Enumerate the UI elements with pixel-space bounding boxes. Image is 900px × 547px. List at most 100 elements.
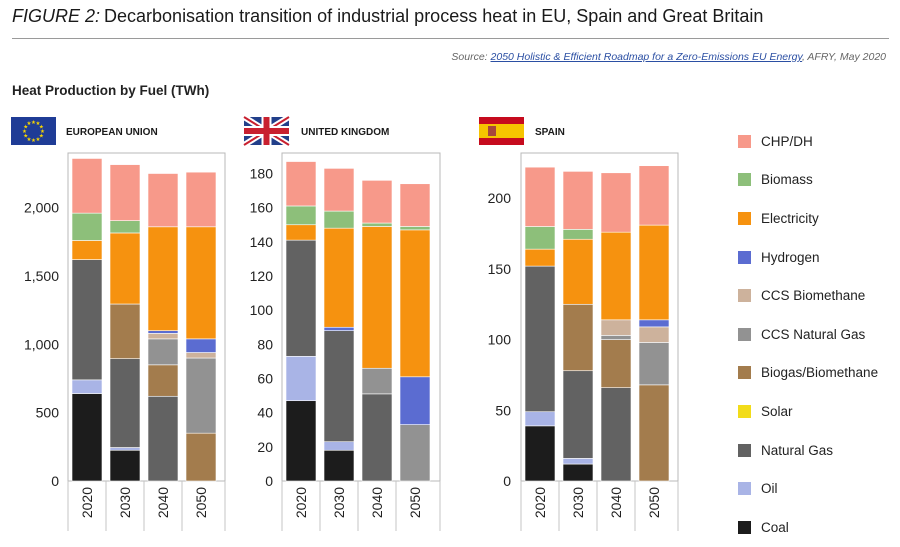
legend-label: Coal: [761, 519, 789, 535]
source-note: Source: 2050 Holistic & Efficient Roadma…: [451, 51, 886, 63]
legend-swatch: [738, 173, 751, 187]
figure-label: FIGURE 2:: [12, 6, 101, 26]
bar-segment-natural-gas: [361, 393, 393, 482]
bar-segment-oil: [285, 355, 317, 402]
x-tick-label: 2030: [117, 487, 133, 518]
bar-segment-chp-dh: [109, 164, 141, 221]
bar-2040: [147, 173, 179, 482]
y-tick-label: 1,000: [24, 336, 59, 352]
bar-segment-ccs-biomethane: [147, 333, 179, 340]
y-tick-label: 0: [51, 473, 59, 489]
bar-2040: [361, 180, 393, 482]
bar-segment-electricity: [562, 238, 594, 305]
bar-2030: [562, 171, 594, 482]
y-tick-label: 120: [250, 268, 274, 284]
legend-item-ccs-biomethane: CCS Biomethane: [738, 276, 898, 315]
x-tick-label: 2050: [646, 487, 662, 518]
legend-swatch: [738, 443, 751, 457]
bar-segment-chp-dh: [185, 171, 217, 228]
bar-segment-oil: [562, 458, 594, 465]
legend-label: Solar: [761, 403, 793, 419]
eu-flag-star: ★: [31, 119, 36, 126]
bar-segment-biogas-biomethane: [562, 303, 594, 372]
eu-flag-star: ★: [36, 136, 41, 143]
plot-frame: [281, 152, 441, 482]
source-link[interactable]: 2050 Holistic & Efficient Roadmap for a …: [490, 51, 802, 63]
y-tick-label: 200: [488, 190, 512, 206]
bar-segment-natural-gas: [562, 370, 594, 459]
bar-segment-biogas-biomethane: [638, 384, 670, 482]
bar-segment-natural-gas: [323, 330, 355, 443]
bar-segment-biogas-biomethane: [600, 339, 632, 388]
bar-segment-natural-gas: [109, 358, 141, 448]
legend-swatch: [738, 520, 751, 534]
bar-segment-hydrogen: [147, 330, 179, 334]
title-divider: [12, 38, 889, 39]
legend-swatch: [738, 327, 751, 341]
bar-segment-coal: [71, 393, 103, 482]
bar-segment-biomass: [71, 212, 103, 241]
bar-segment-coal: [109, 449, 141, 482]
bar-segment-biogas-biomethane: [185, 432, 217, 482]
bar-segment-chp-dh: [524, 166, 556, 227]
bar-segment-hydrogen: [399, 376, 431, 425]
bar-segment-ccs-biomethane: [638, 326, 670, 343]
legend-item-electricity: Electricity: [738, 199, 898, 238]
bar-segment-ccs-natural-gas: [185, 357, 217, 434]
es-flag-band: [479, 124, 524, 138]
bar-segment-electricity: [361, 226, 393, 369]
bar-segment-electricity: [109, 232, 141, 305]
legend-swatch: [738, 366, 751, 380]
bar-segment-chp-dh: [562, 171, 594, 230]
bar-segment-hydrogen: [323, 326, 355, 331]
legend-label: CCS Biomethane: [761, 288, 866, 304]
x-tick-label: 2050: [193, 487, 209, 518]
legend-item-ccs-natural-gas: CCS Natural Gas: [738, 315, 898, 354]
bar-segment-oil: [71, 379, 103, 394]
bar-segment-chp-dh: [600, 172, 632, 233]
panel-title: SPAIN: [535, 127, 565, 138]
bar-2050: [185, 171, 217, 482]
eu-flag-star: ★: [27, 120, 32, 127]
plot-frame: [520, 152, 679, 482]
bar-2050: [638, 165, 670, 482]
x-tick-label: 2030: [570, 487, 586, 518]
x-tick-label: 2050: [407, 487, 423, 518]
eu-flag-star: ★: [22, 128, 27, 135]
bar-segment-oil: [524, 411, 556, 427]
x-tick-label: 2020: [79, 487, 95, 518]
bar-segment-oil: [323, 441, 355, 451]
bar-segment-chp-dh: [638, 165, 670, 226]
bar-segment-electricity: [185, 226, 217, 340]
bar-segment-biomass: [285, 205, 317, 226]
bar-segment-biogas-biomethane: [147, 364, 179, 397]
legend-label: Hydrogen: [761, 249, 820, 265]
legend-item-solar: Solar: [738, 392, 898, 431]
y-tick-label: 160: [250, 200, 274, 216]
bar-segment-electricity: [524, 248, 556, 267]
y-tick-label: 20: [257, 439, 273, 455]
legend: CHP/DH Biomass Electricity Hydrogen CCS Biom…: [738, 122, 898, 547]
bar-segment-natural-gas: [285, 239, 317, 357]
bar-segment-coal: [524, 425, 556, 482]
bar-segment-coal: [562, 463, 594, 482]
x-tick-label: 2040: [608, 487, 624, 518]
legend-label: Biogas/Biomethane: [761, 365, 879, 381]
legend-swatch: [738, 289, 751, 303]
bar-segment-electricity: [399, 229, 431, 378]
bar-segment-electricity: [323, 227, 355, 328]
chart-panel-spain: SPAIN 0 50 100 150 200 2020 2030 2040 2050: [479, 117, 679, 531]
legend-label: Oil: [761, 481, 778, 497]
x-tick-label: 2040: [155, 487, 171, 518]
bar-segment-electricity: [147, 226, 179, 331]
y-tick-label: 140: [250, 234, 274, 250]
y-tick-label: 80: [257, 336, 273, 352]
legend-item-biomass: Biomass: [738, 161, 898, 200]
legend-label: Natural Gas: [761, 442, 834, 458]
eu-flag-star: ★: [40, 128, 45, 135]
legend-item-coal: Coal: [738, 508, 898, 547]
legend-item-hydrogen: Hydrogen: [738, 238, 898, 277]
bar-segment-ccs-biomethane: [185, 352, 217, 359]
bar-segment-biomass: [109, 220, 141, 234]
